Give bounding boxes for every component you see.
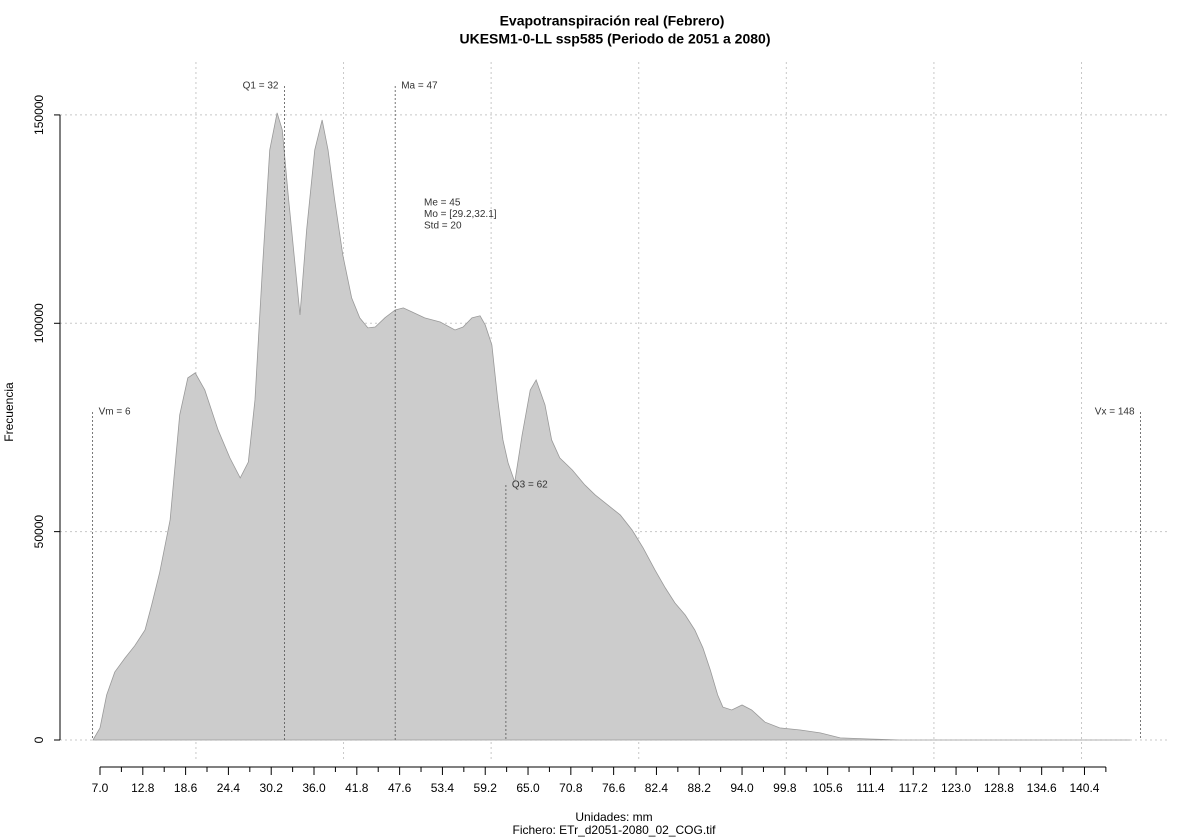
x-tick-label: 111.4: [856, 781, 885, 795]
x-tick-label: 70.8: [559, 781, 583, 795]
x-tick-label: 24.4: [217, 781, 241, 795]
x-tick-label: 30.2: [260, 781, 284, 795]
x-tick-label: 53.4: [431, 781, 455, 795]
chart-title: Evapotranspiración real (Febrero): [500, 13, 725, 29]
annotation-label: Q1 = 32: [243, 81, 279, 92]
annotation-label: Vm = 6: [99, 407, 131, 418]
x-tick-label: 82.4: [645, 781, 669, 795]
stat-label: Std = 20: [424, 221, 462, 232]
x-tick-label: 59.2: [474, 781, 498, 795]
annotation-label: Q3 = 62: [512, 480, 548, 491]
stat-label: Mo = [29.2,32.1]: [424, 209, 497, 220]
x-tick-label: 117.2: [899, 781, 928, 795]
x-tick-label: 76.6: [602, 781, 626, 795]
density-area: [92, 112, 1131, 741]
y-tick-label: 50000: [32, 515, 46, 549]
stat-label: Me = 45: [424, 198, 461, 209]
x-tick-label: 18.6: [174, 781, 198, 795]
x-tick-label: 134.6: [1027, 781, 1057, 795]
x-tick-label: 47.6: [388, 781, 412, 795]
y-tick-label: 150000: [32, 95, 46, 135]
y-tick-label: 0: [32, 736, 46, 743]
x-tick-label: 128.8: [984, 781, 1014, 795]
x-tick-label: 65.0: [516, 781, 540, 795]
x-tick-label: 105.6: [813, 781, 843, 795]
annotation-label: Ma = 47: [401, 81, 438, 92]
x-tick-label: 12.8: [131, 781, 155, 795]
x-tick-label: 94.0: [730, 781, 754, 795]
x-tick-label: 88.2: [688, 781, 712, 795]
x-tick-label: 99.8: [773, 781, 797, 795]
x-tick-label: 41.8: [345, 781, 369, 795]
x-tick-label: 140.4: [1069, 781, 1099, 795]
y-tick-label: 100000: [32, 303, 46, 343]
y-axis-label: Frecuencia: [2, 382, 16, 442]
annotation-label: Vx = 148: [1095, 407, 1135, 418]
caption: Fichero: ETr_d2051-2080_02_COG.tif: [513, 823, 717, 837]
x-tick-label: 36.0: [302, 781, 326, 795]
x-axis-label: Unidades: mm: [575, 810, 652, 824]
chart-subtitle: UKESM1-0-LL ssp585 (Periodo de 2051 a 20…: [460, 31, 771, 47]
x-tick-label: 123.0: [941, 781, 971, 795]
x-tick-label: 7.0: [92, 781, 109, 795]
